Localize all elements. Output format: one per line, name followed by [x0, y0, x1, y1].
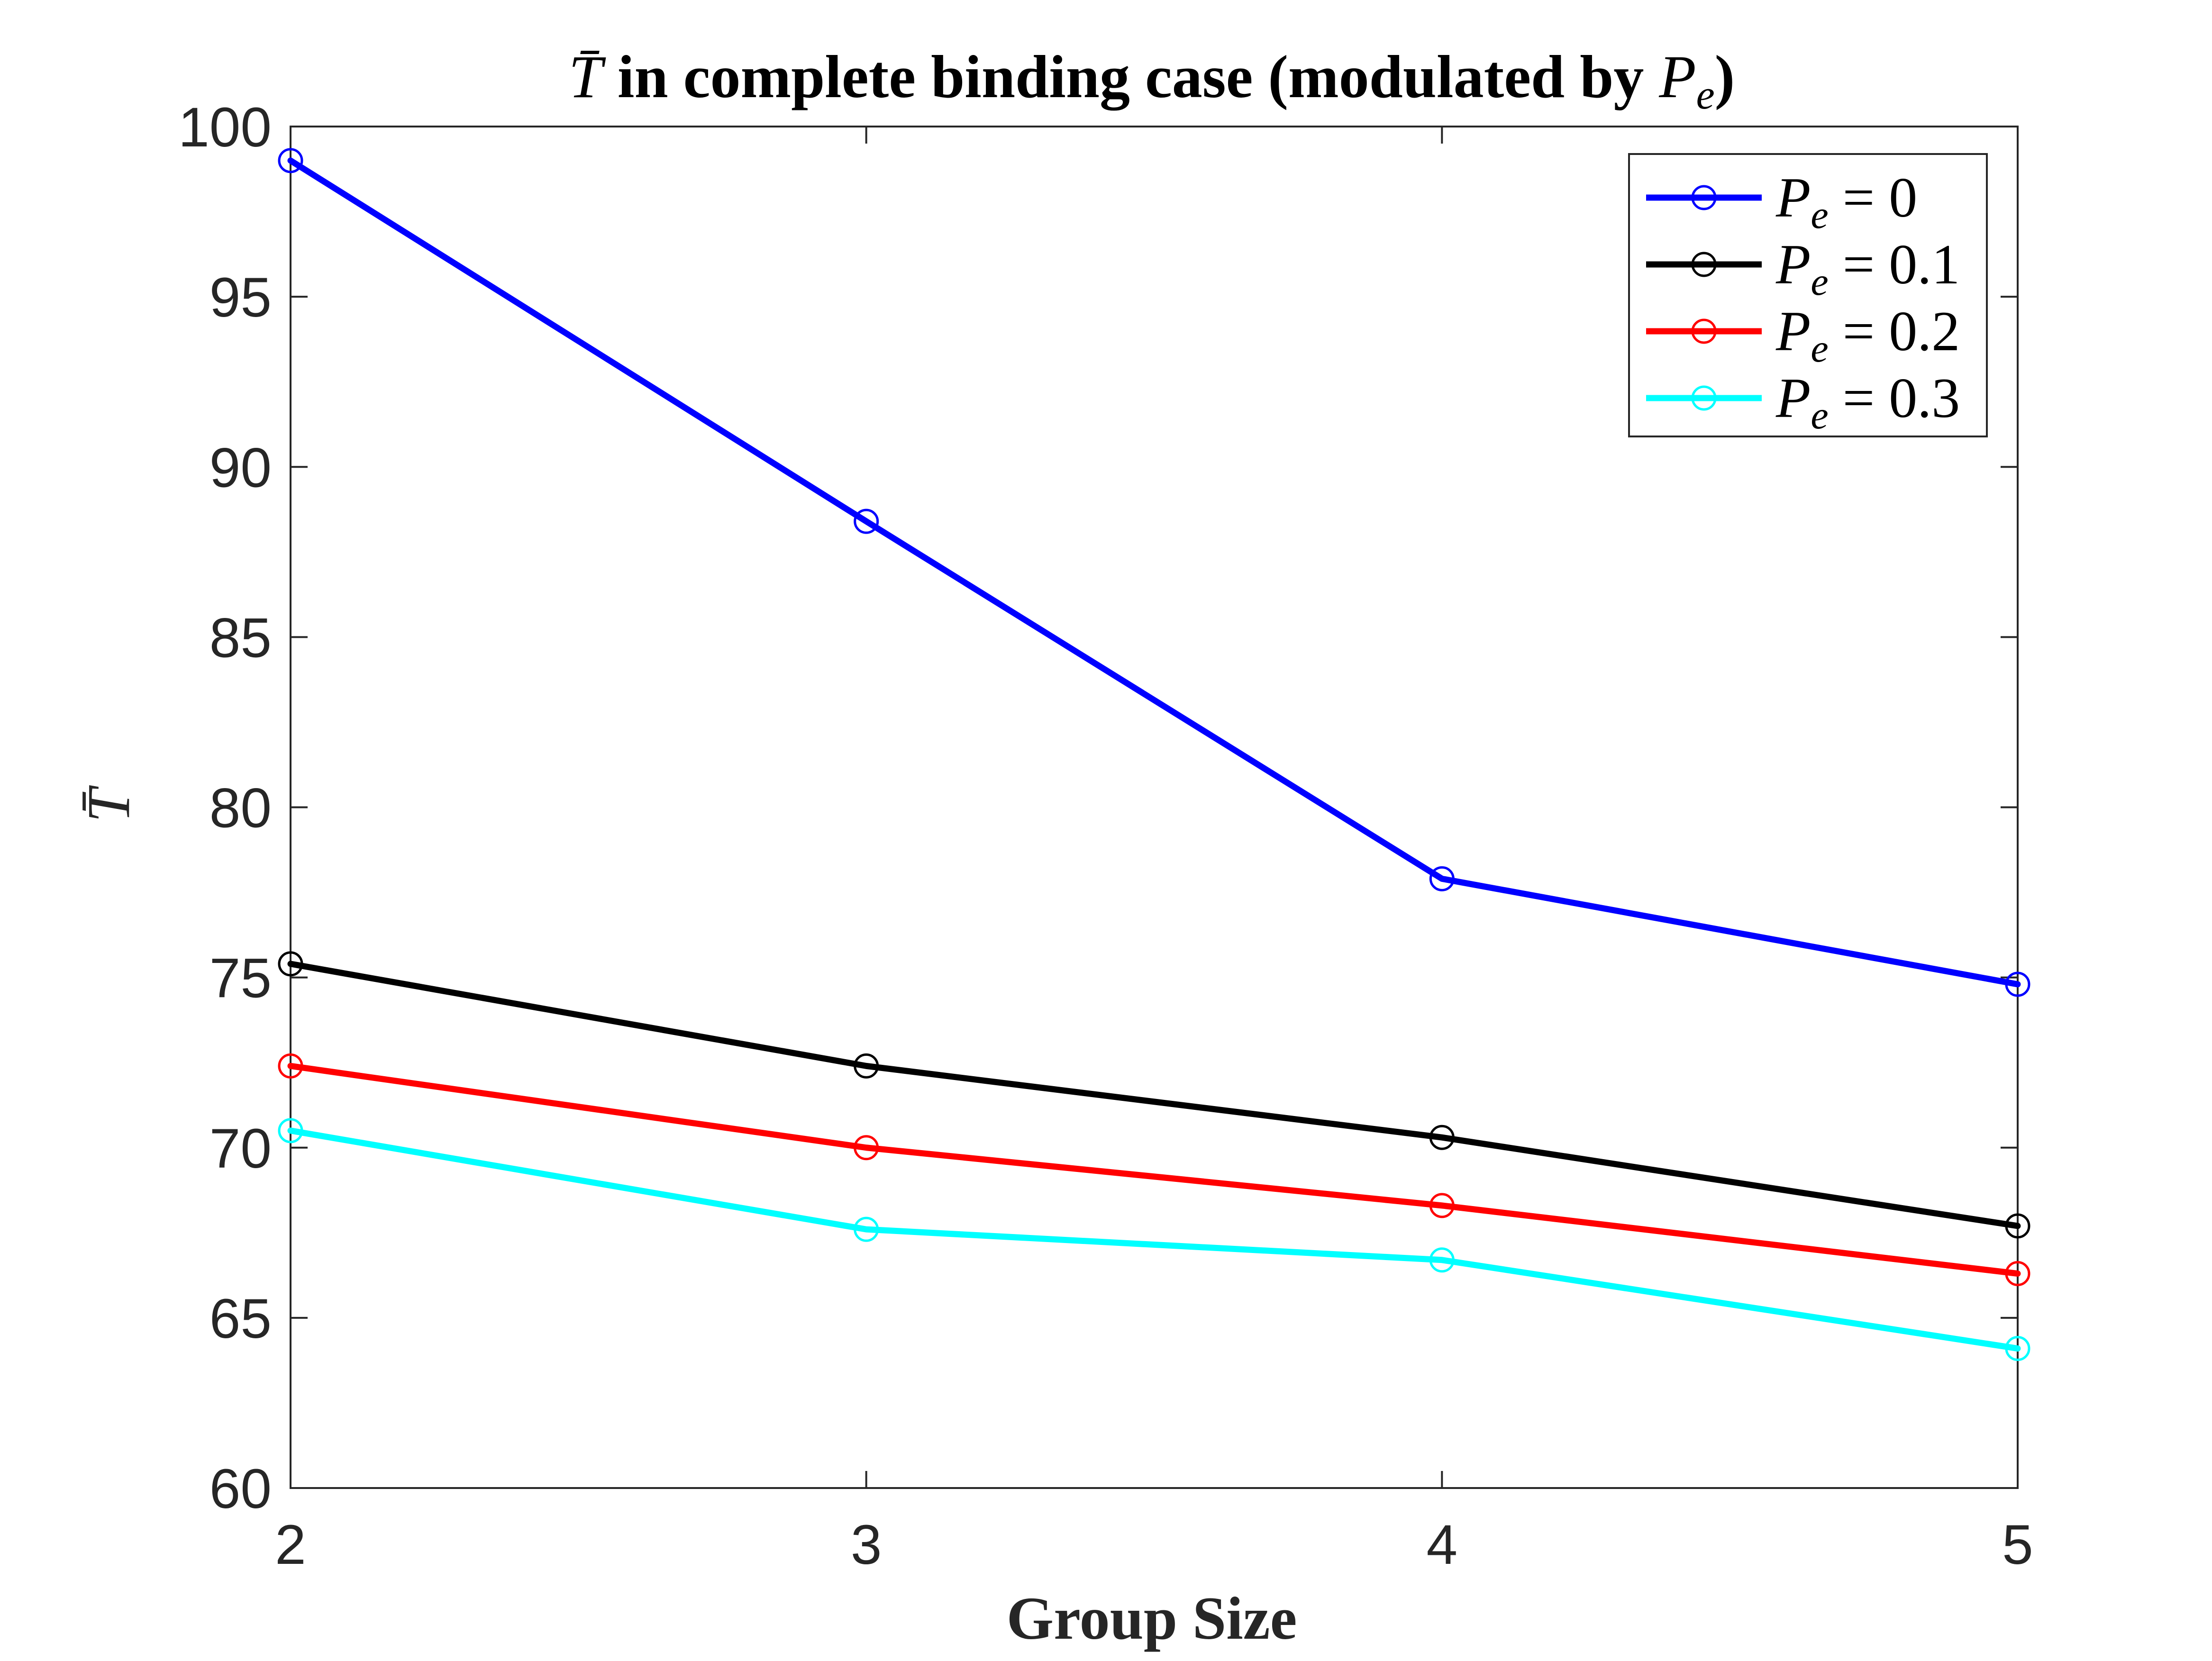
title-sub: e — [1696, 72, 1715, 118]
data-point-marker — [1429, 1247, 1455, 1273]
data-point-marker — [1429, 1125, 1455, 1150]
legend-sub: e — [1811, 260, 1828, 304]
series-line-1 — [287, 961, 2021, 1229]
chart-title: T̄ in complete binding case (modulated b… — [569, 43, 1735, 118]
y-axis-label: T̄ — [75, 785, 142, 823]
legend-box — [1628, 153, 1988, 437]
legend-sub: e — [1811, 393, 1828, 437]
y-tick-label: 70 — [209, 1117, 272, 1180]
x-tick-label: 4 — [1427, 1514, 1458, 1576]
data-point-marker — [854, 1053, 879, 1079]
data-point-marker — [278, 951, 303, 977]
data-point-marker — [278, 1053, 303, 1079]
legend-var: P — [1775, 366, 1811, 429]
legend-value: = 0.2 — [1829, 300, 1960, 363]
y-tick-label: 75 — [209, 947, 272, 1010]
data-point-marker — [854, 1216, 879, 1242]
data-point-marker — [854, 1135, 879, 1161]
data-point-marker — [1429, 866, 1455, 891]
title-main: in complete binding case (modulated by — [602, 43, 1659, 110]
data-point-marker — [2005, 1261, 2030, 1287]
legend-var: P — [1775, 233, 1811, 296]
legend-value: = 0.1 — [1829, 233, 1960, 296]
y-tick-label: 95 — [209, 266, 272, 329]
series-line-0 — [287, 157, 2021, 988]
y-tick-label: 90 — [209, 436, 272, 499]
data-point-marker — [2005, 1336, 2030, 1361]
legend-entry-1: Pe = 0.1 — [1775, 233, 1960, 304]
x-tick-label: 5 — [2002, 1514, 2033, 1576]
y-tick-label: 100 — [178, 96, 272, 159]
title-close: ) — [1715, 43, 1735, 110]
legend-marker-3 — [1691, 385, 1717, 411]
y-tick-label: 65 — [209, 1288, 272, 1350]
data-point-marker — [854, 508, 879, 534]
title-var: P — [1658, 43, 1696, 110]
legend-marker-0 — [1691, 185, 1717, 210]
legend-var: P — [1775, 300, 1811, 363]
data-point-marker — [2005, 1213, 2030, 1239]
x-tick-label: 3 — [851, 1514, 882, 1576]
legend-sub: e — [1811, 327, 1828, 371]
legend-marker-1 — [1691, 252, 1717, 277]
x-axis-label: Group Size — [1007, 1585, 1297, 1652]
series-line-2 — [287, 1062, 2021, 1277]
data-point-marker — [278, 148, 303, 173]
legend-sub: e — [1811, 193, 1828, 237]
y-tick-label: 60 — [209, 1458, 272, 1520]
data-point-marker — [278, 1118, 303, 1144]
legend: Pe = 0Pe = 0.1Pe = 0.2Pe = 0.3 — [1628, 153, 1988, 437]
legend-value: = 0 — [1829, 166, 1918, 229]
y-tick-label: 85 — [209, 607, 272, 669]
legend-var: P — [1775, 166, 1811, 229]
y-tick-label: 80 — [209, 777, 272, 840]
series-line-3 — [287, 1127, 2021, 1352]
legend-entry-2: Pe = 0.2 — [1775, 300, 1960, 371]
legend-entry-3: Pe = 0.3 — [1775, 366, 1960, 437]
data-point-marker — [1429, 1193, 1455, 1218]
data-point-marker — [2005, 971, 2030, 997]
title-symbol: T̄ — [569, 43, 606, 110]
legend-marker-2 — [1691, 318, 1717, 344]
legend-entry-0: Pe = 0 — [1775, 166, 1917, 237]
legend-value: = 0.3 — [1829, 366, 1960, 429]
x-tick-label: 2 — [275, 1514, 306, 1576]
